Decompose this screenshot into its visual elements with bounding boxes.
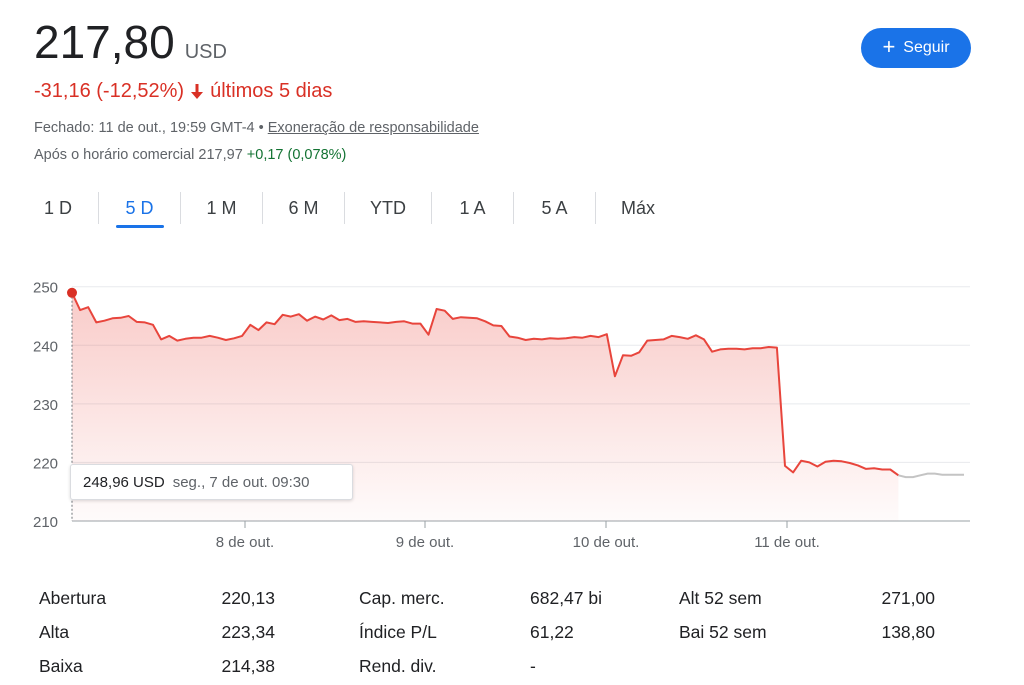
tab-divider <box>262 192 263 224</box>
stat-label: Cap. merc. <box>359 588 445 608</box>
tab-ytd[interactable]: YTD <box>370 197 406 218</box>
tab-divider <box>344 192 345 224</box>
change-value: -31,16 (-12,52%) <box>34 80 185 102</box>
y-tick-label: 230 <box>33 397 58 414</box>
stats-row: Alta 223,34 Índice P/L 61,22 Bai 52 sem … <box>39 622 939 646</box>
range-tabs: 1 D 5 D 1 M 6 M YTD 1 A 5 A Máx <box>18 190 680 226</box>
tab-1m[interactable]: 1 M <box>206 197 237 218</box>
stat-label: Baixa <box>39 656 83 676</box>
y-tick-label: 240 <box>33 338 58 355</box>
plus-icon: + <box>882 34 896 59</box>
x-tick-label: 10 de out. <box>573 534 640 551</box>
price-area <box>72 292 899 521</box>
tab-5d[interactable]: 5 D <box>99 190 180 226</box>
arrow-down-icon <box>191 83 204 99</box>
follow-button[interactable]: + Seguir <box>861 28 971 68</box>
stat-label: Rend. div. <box>359 656 437 676</box>
stat-value: 61,22 <box>530 622 574 642</box>
tab-divider <box>595 192 596 224</box>
price-header: 217,80 USD <box>34 14 227 70</box>
currency-label: USD <box>184 41 227 63</box>
y-tick-label: 210 <box>33 514 58 531</box>
stat-label: Alt 52 sem <box>679 588 762 608</box>
tooltip-price: 248,96 USD <box>83 473 165 491</box>
tab-1d[interactable]: 1 D <box>43 197 72 218</box>
hover-marker <box>67 287 77 298</box>
change-period: últimos 5 dias <box>210 80 333 102</box>
y-tick-label: 250 <box>33 280 58 297</box>
disclaimer-link[interactable]: Exoneração de responsabilidade <box>267 120 479 136</box>
stat-value: 214,38 <box>221 656 275 676</box>
stat-value: 271,00 <box>881 588 935 608</box>
stat-value: 220,13 <box>221 588 275 608</box>
stat-value: 682,47 bi <box>530 588 603 608</box>
tab-divider <box>180 192 181 224</box>
y-tick-label: 220 <box>33 455 58 472</box>
tab-6m[interactable]: 6 M <box>288 197 319 218</box>
tab-divider <box>513 192 514 224</box>
stat-label: Índice P/L <box>359 622 437 642</box>
x-tick-label: 9 de out. <box>396 534 454 551</box>
x-tick-label: 11 de out. <box>754 534 820 551</box>
chart-tooltip: 248,96 USD seg., 7 de out. 09:30 <box>70 464 353 500</box>
tab-5a[interactable]: 5 A <box>541 197 568 218</box>
price-chart[interactable]: 250 240 230 220 210 8 de out. 9 de out. 10 de o… <box>0 262 1000 562</box>
x-tick-label: 8 de out. <box>216 534 274 551</box>
tab-max[interactable]: Máx <box>620 197 655 218</box>
stat-value: 138,80 <box>881 622 935 642</box>
after-hours-info: Após o horário comercial 217,97 +0,17 (0… <box>34 147 346 163</box>
stat-value: - <box>530 656 536 676</box>
stat-label: Abertura <box>39 588 107 608</box>
tab-1a[interactable]: 1 A <box>459 197 486 218</box>
current-price: 217,80 <box>34 16 175 68</box>
stat-value: 223,34 <box>221 622 275 642</box>
after-hours-price: Após o horário comercial 217,97 <box>34 147 243 163</box>
tooltip-date: seg., 7 de out. 09:30 <box>172 473 310 491</box>
closed-info: Fechado: 11 de out., 19:59 GMT-4 • Exone… <box>34 120 479 136</box>
stats-row: Baixa 214,38 Rend. div. - <box>39 656 939 680</box>
after-hours-line <box>898 472 964 479</box>
tab-divider <box>431 192 432 224</box>
after-hours-change: +0,17 (0,078%) <box>246 147 347 163</box>
stats-row: Abertura 220,13 Cap. merc. 682,47 bi Alt… <box>39 588 939 612</box>
closed-time: Fechado: 11 de out., 19:59 GMT-4 • <box>34 120 264 136</box>
price-change: -31,16 (-12,52%) últimos 5 dias <box>34 80 332 103</box>
stat-label: Alta <box>39 622 70 642</box>
stat-label: Bai 52 sem <box>679 622 767 642</box>
follow-button-label: Seguir <box>903 39 950 56</box>
price-line <box>71 292 899 477</box>
